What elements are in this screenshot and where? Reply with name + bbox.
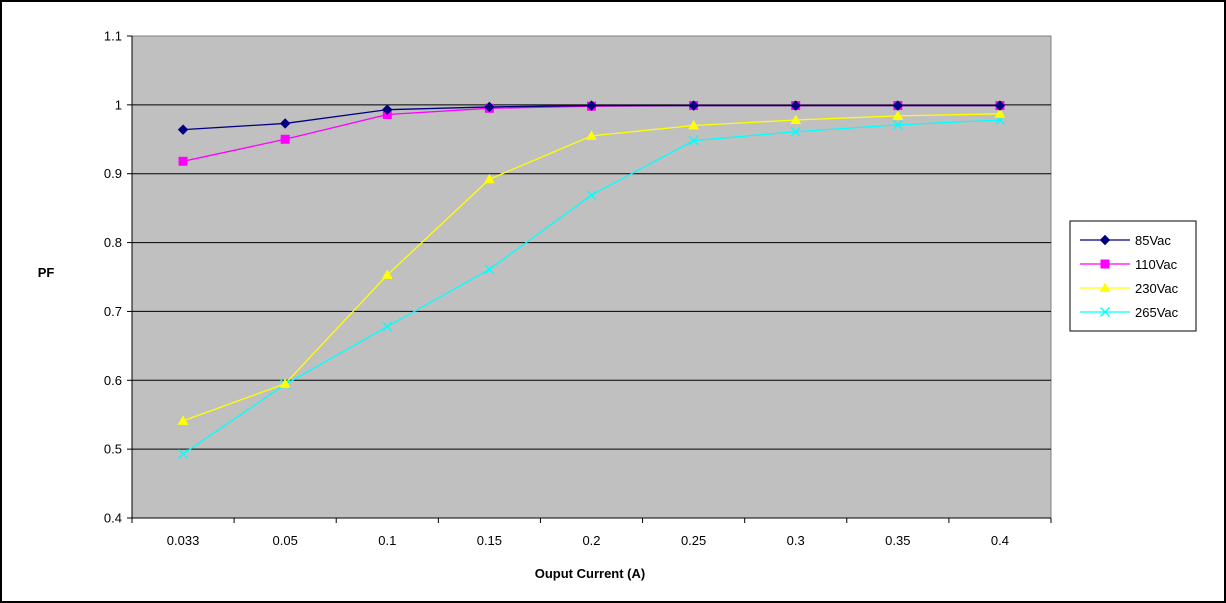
data-point-230vac (790, 114, 802, 125)
legend-marker-265vac (1100, 307, 1110, 317)
data-point-265vac (586, 190, 597, 201)
data-point-85vac (790, 100, 801, 111)
x-tick-label: 0.35 (885, 533, 910, 548)
data-point-265vac (790, 126, 801, 137)
y-tick-label: 1.1 (104, 29, 122, 44)
data-point-85vac (586, 100, 597, 111)
data-point-230vac (892, 110, 904, 120)
data-point-85vac (994, 100, 1006, 111)
data-point-85vac (382, 104, 393, 115)
x-axis-title: Ouput Current (A) (535, 566, 645, 581)
data-point-85vac (688, 100, 699, 111)
x-tick-label: 0.4 (991, 533, 1009, 548)
legend-label-85vac: 85Vac (1135, 233, 1171, 248)
data-point-230vac (586, 130, 597, 140)
data-point-110vac (178, 156, 188, 166)
y-tick-label: 0.7 (104, 304, 122, 319)
legend-marker-85vac (1099, 234, 1111, 246)
y-tick-label: 0.6 (104, 373, 122, 388)
x-tick-label: 0.25 (681, 533, 706, 548)
data-point-265vac (382, 321, 393, 332)
legend-box (1069, 220, 1197, 332)
x-tick-label: 0.05 (273, 533, 298, 548)
y-axis-title: PF (38, 265, 55, 280)
x-tick-label: 0.15 (477, 533, 502, 548)
data-point-230vac (994, 108, 1006, 118)
legend-label-230vac: 230Vac (1135, 281, 1179, 296)
data-point-265vac (892, 119, 903, 130)
data-point-230vac (381, 269, 393, 279)
data-point-230vac (279, 378, 291, 388)
y-tick-label: 0.4 (104, 511, 122, 526)
series-markers (177, 100, 1006, 459)
legend-marker-110vac (1100, 259, 1110, 269)
x-tick-label: 0.3 (787, 533, 805, 548)
legend-label-110vac: 110Vac (1135, 257, 1178, 272)
data-point-265vac (688, 135, 699, 146)
x-tick-label: 0.033 (167, 533, 200, 548)
data-point-85vac (279, 118, 291, 129)
data-point-110vac (280, 134, 290, 144)
legend: 85Vac 110Vac 230Vac 265Vac (1069, 220, 1197, 332)
data-point-265vac (484, 264, 495, 275)
legend-label-265vac: 265Vac (1135, 305, 1179, 320)
legend-marker-230vac (1099, 282, 1111, 292)
y-tick-label: 1 (115, 97, 122, 112)
y-tick-label: 0.8 (104, 235, 122, 250)
axes: 0.4 0.5 0.6 0.7 0.8 0.9 1 1.1 0.033 0.05 0.1 0.15 0.… (104, 29, 1052, 548)
data-point-230vac (688, 119, 699, 130)
data-point-85vac (892, 100, 904, 111)
data-point-85vac (177, 124, 189, 135)
x-tick-label: 0.1 (378, 533, 396, 548)
data-point-230vac (484, 173, 495, 184)
x-tick-label: 0.2 (582, 533, 600, 548)
data-point-85vac (484, 101, 495, 113)
data-point-265vac (178, 448, 189, 459)
y-tick-label: 0.9 (104, 166, 122, 181)
data-point-230vac (177, 415, 189, 425)
y-tick-label: 0.5 (104, 442, 122, 457)
